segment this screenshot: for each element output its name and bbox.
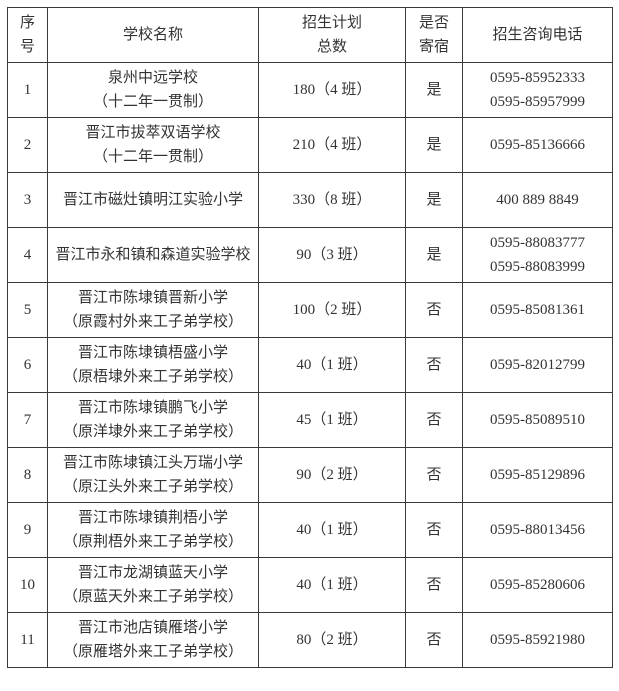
enrollment-plan-cell: 210（4 班） [258,117,406,173]
enrollment-plan-cell: 45（1 班） [258,392,406,448]
table-row: 2 晋江市拔萃双语学校 （十二年一贯制） 210（4 班） 是 0595-851… [7,117,613,173]
school-name-cell: 晋江市拔萃双语学校 （十二年一贯制） [47,117,259,173]
table-row: 8 晋江市陈埭镇江头万瑞小学 （原江头外来工子弟学校） 90（2 班） 否 05… [7,447,613,503]
school-name-cell: 晋江市龙湖镇蓝天小学 （原蓝天外来工子弟学校） [47,557,259,613]
table-row: 1 泉州中远学校 （十二年一贯制） 180（4 班） 是 0595-859523… [7,62,613,118]
boarding-cell: 是 [405,117,463,173]
boarding-cell: 否 [405,447,463,503]
school-name-cell: 晋江市陈埭镇梧盛小学 （原梧埭外来工子弟学校） [47,337,259,393]
boarding-cell: 是 [405,227,463,283]
table-row: 11 晋江市池店镇雁塔小学 （原雁塔外来工子弟学校） 80（2 班） 否 059… [7,612,613,668]
header-row: 序 号 学校名称 招生计划 总数 是否 寄宿 招生咨询电话 [7,7,613,63]
col-header-boarding: 是否 寄宿 [405,7,463,63]
row-index-cell: 5 [7,282,48,338]
col-header-index: 序 号 [7,7,48,63]
table-row: 5 晋江市陈埭镇晋新小学 （原霞村外来工子弟学校） 100（2 班） 否 059… [7,282,613,338]
enrollment-plan-cell: 40（1 班） [258,557,406,613]
row-index-cell: 7 [7,392,48,448]
enrollment-plan-cell: 90（2 班） [258,447,406,503]
school-enrollment-table: 序 号 学校名称 招生计划 总数 是否 寄宿 招生咨询电话 1 泉州中远学校 （… [7,7,613,668]
phone-cell: 0595-88013456 [462,502,613,558]
enrollment-plan-cell: 90（3 班） [258,227,406,283]
boarding-cell: 是 [405,172,463,228]
enrollment-plan-cell: 40（1 班） [258,337,406,393]
enrollment-plan-cell: 100（2 班） [258,282,406,338]
school-name-cell: 晋江市池店镇雁塔小学 （原雁塔外来工子弟学校） [47,612,259,668]
table-row: 9 晋江市陈埭镇荆梧小学 （原荆梧外来工子弟学校） 40（1 班） 否 0595… [7,502,613,558]
table-row: 7 晋江市陈埭镇鹏飞小学 （原洋埭外来工子弟学校） 45（1 班） 否 0595… [7,392,613,448]
boarding-cell: 否 [405,282,463,338]
row-index-cell: 4 [7,227,48,283]
table-row: 10 晋江市龙湖镇蓝天小学 （原蓝天外来工子弟学校） 40（1 班） 否 059… [7,557,613,613]
phone-cell: 0595-85921980 [462,612,613,668]
col-header-school: 学校名称 [47,7,259,63]
boarding-cell: 否 [405,557,463,613]
col-header-phone: 招生咨询电话 [462,7,613,63]
school-name-cell: 晋江市陈埭镇鹏飞小学 （原洋埭外来工子弟学校） [47,392,259,448]
row-index-cell: 10 [7,557,48,613]
boarding-cell: 否 [405,612,463,668]
boarding-cell: 是 [405,62,463,118]
table-row: 3 晋江市磁灶镇明江实验小学 330（8 班） 是 400 889 8849 [7,172,613,228]
phone-cell: 0595-85089510 [462,392,613,448]
phone-cell: 0595-85129896 [462,447,613,503]
phone-cell: 0595-85280606 [462,557,613,613]
row-index-cell: 2 [7,117,48,173]
school-name-cell: 晋江市陈埭镇荆梧小学 （原荆梧外来工子弟学校） [47,502,259,558]
school-name-cell: 晋江市陈埭镇江头万瑞小学 （原江头外来工子弟学校） [47,447,259,503]
table-row: 4 晋江市永和镇和森道实验学校 90（3 班） 是 0595-88083777 … [7,227,613,283]
row-index-cell: 6 [7,337,48,393]
phone-cell: 0595-88083777 0595-88083999 [462,227,613,283]
phone-cell: 0595-85081361 [462,282,613,338]
phone-cell: 0595-85952333 0595-85957999 [462,62,613,118]
boarding-cell: 否 [405,502,463,558]
enrollment-plan-cell: 80（2 班） [258,612,406,668]
school-name-cell: 晋江市磁灶镇明江实验小学 [47,172,259,228]
boarding-cell: 否 [405,392,463,448]
school-name-cell: 晋江市永和镇和森道实验学校 [47,227,259,283]
enrollment-plan-cell: 330（8 班） [258,172,406,228]
boarding-cell: 否 [405,337,463,393]
phone-cell: 0595-82012799 [462,337,613,393]
school-name-cell: 晋江市陈埭镇晋新小学 （原霞村外来工子弟学校） [47,282,259,338]
row-index-cell: 11 [7,612,48,668]
row-index-cell: 1 [7,62,48,118]
phone-cell: 0595-85136666 [462,117,613,173]
school-name-cell: 泉州中远学校 （十二年一贯制） [47,62,259,118]
phone-cell: 400 889 8849 [462,172,613,228]
table-row: 6 晋江市陈埭镇梧盛小学 （原梧埭外来工子弟学校） 40（1 班） 否 0595… [7,337,613,393]
enrollment-plan-cell: 40（1 班） [258,502,406,558]
col-header-plan: 招生计划 总数 [258,7,406,63]
enrollment-plan-cell: 180（4 班） [258,62,406,118]
row-index-cell: 8 [7,447,48,503]
row-index-cell: 9 [7,502,48,558]
row-index-cell: 3 [7,172,48,228]
